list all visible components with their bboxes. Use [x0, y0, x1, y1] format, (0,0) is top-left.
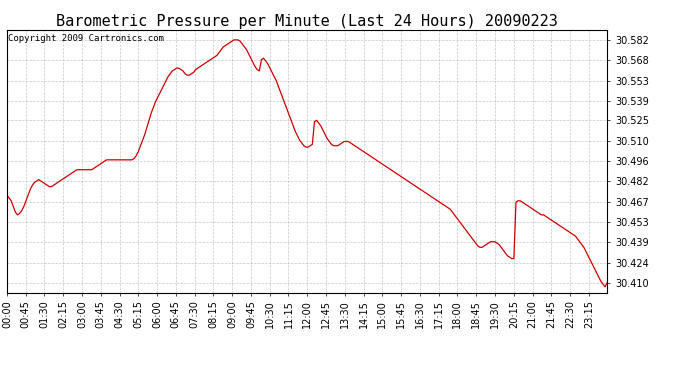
Text: Copyright 2009 Cartronics.com: Copyright 2009 Cartronics.com [8, 34, 164, 43]
Title: Barometric Pressure per Minute (Last 24 Hours) 20090223: Barometric Pressure per Minute (Last 24 … [56, 14, 558, 29]
